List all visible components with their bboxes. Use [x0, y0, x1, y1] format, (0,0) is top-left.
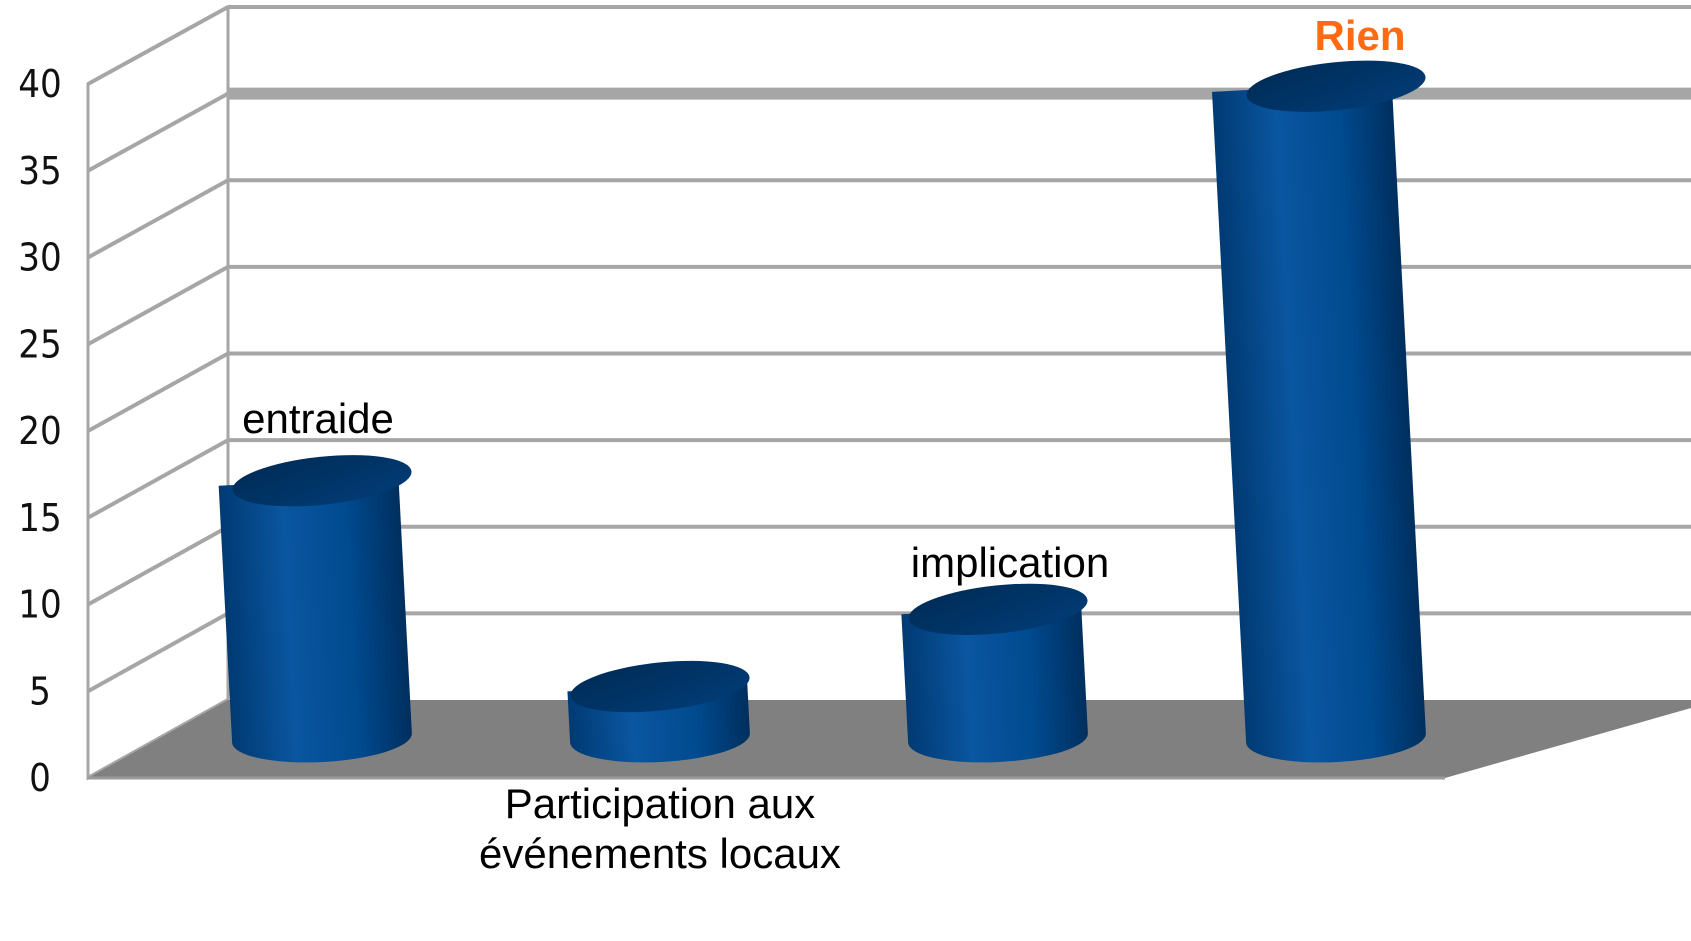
bar-body [218, 476, 412, 763]
y-tick-label: 30 [18, 236, 62, 280]
category-label: implication [911, 539, 1109, 586]
bar-top [232, 455, 412, 507]
category-label-line: événements locaux [479, 830, 841, 877]
y-tick-label: 10 [18, 583, 62, 627]
gridline-diagonal [87, 91, 229, 173]
gridline-diagonal [87, 5, 229, 86]
y-tick-label: 15 [18, 496, 62, 540]
category-label-line: Rien [1314, 12, 1405, 59]
gridline-diagonal [87, 265, 229, 347]
category-labels: entraide Participation aux événements loca… [242, 12, 1405, 877]
bar [1212, 60, 1426, 763]
category-label: Rien [1314, 12, 1405, 59]
category-label-line: Participation aux [505, 780, 816, 827]
gridline-diagonal [87, 525, 229, 607]
y-tick-label: 25 [18, 322, 62, 366]
category-label-line: implication [911, 539, 1109, 586]
category-label: Participation aux événements locaux [479, 780, 841, 877]
gridlines [87, 5, 1691, 780]
y-tick-label: 35 [18, 149, 62, 193]
gridline-diagonal [87, 351, 229, 433]
bar-body [1212, 82, 1426, 763]
y-axis-ticks: 0 5 10 15 20 25 30 35 40 [18, 62, 62, 800]
category-label: entraide [242, 395, 394, 442]
y-tick-label: 40 [18, 62, 62, 106]
bars [218, 60, 1426, 763]
bar [901, 583, 1088, 763]
bar [218, 455, 412, 763]
bar-top [908, 583, 1088, 636]
gridline-diagonal [87, 438, 229, 520]
bar-top [1246, 60, 1426, 112]
category-label-line: entraide [242, 395, 394, 442]
bar [567, 660, 750, 763]
gridline-diagonal [87, 611, 229, 693]
bar-top [570, 660, 750, 713]
gridline-diagonal [87, 178, 229, 260]
y-tick-label: 5 [29, 669, 51, 713]
y-tick-label: 20 [18, 409, 62, 453]
bar-body [901, 604, 1088, 763]
y-tick-label: 0 [29, 756, 51, 800]
